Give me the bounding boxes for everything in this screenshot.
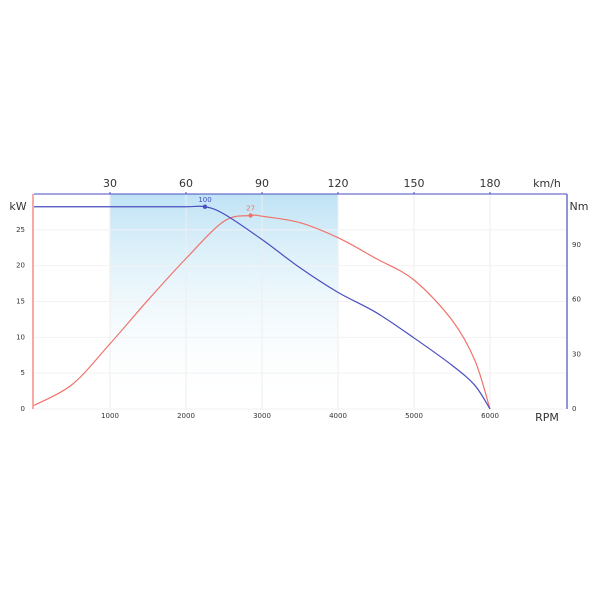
line-series xyxy=(33,205,491,410)
x-tick-label: 2000 xyxy=(177,412,195,420)
x2-tick-label: 120 xyxy=(328,177,349,190)
x2-tick-label: 60 xyxy=(179,177,193,190)
y2-tick-label: 60 xyxy=(572,296,581,304)
y2-tick-label: 30 xyxy=(572,350,581,358)
y-tick-label: 15 xyxy=(16,298,25,306)
x2-tick-label: 90 xyxy=(255,177,269,190)
y-tick-label: 5 xyxy=(21,369,25,377)
x-tick-label: 1000 xyxy=(101,412,119,420)
x2-tick-label: 30 xyxy=(103,177,117,190)
annotation: 100 xyxy=(198,196,211,204)
y2-tick-label: 0 xyxy=(572,405,576,413)
peak-marker xyxy=(202,204,208,209)
x-tick-label: 3000 xyxy=(253,412,271,420)
peak-marker xyxy=(248,213,253,218)
line-series xyxy=(33,214,491,410)
x-tick-label: 5000 xyxy=(405,412,423,420)
annotation: 27 xyxy=(246,205,255,213)
x-axis-label: RPM xyxy=(535,411,559,424)
y-tick-label: 25 xyxy=(16,226,25,234)
y2-axis-label: Nm xyxy=(570,200,589,213)
y-tick-label: 20 xyxy=(16,262,25,270)
x2-axis-label: km/h xyxy=(533,177,561,190)
x-tick-label: 6000 xyxy=(481,412,499,420)
y-tick-label: 0 xyxy=(21,405,25,413)
x2-tick-label: 150 xyxy=(404,177,425,190)
y-axis-label: kW xyxy=(9,200,26,213)
x-tick-label: 4000 xyxy=(329,412,347,420)
x2-tick-label: 180 xyxy=(480,177,501,190)
y2-tick-label: 90 xyxy=(572,241,581,249)
y-tick-label: 10 xyxy=(16,333,25,341)
